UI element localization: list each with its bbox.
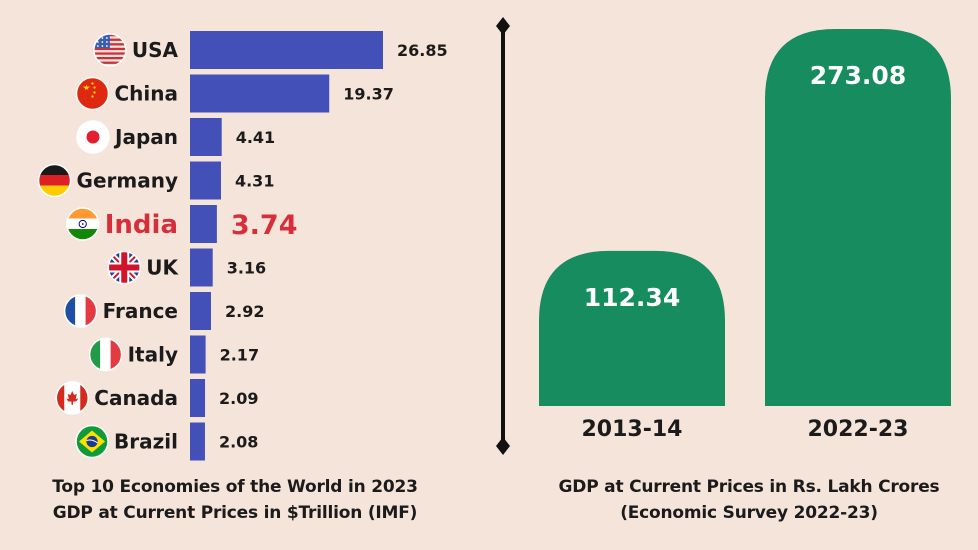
bar-italy [190,335,206,374]
bar-usa [190,31,383,69]
value-label-france: 2.92 [225,302,264,321]
bar-france [190,292,211,330]
germany-flag-icon [37,163,72,198]
china-flag-icon [75,76,110,111]
value-label-india: 3.74 [231,210,298,241]
left-chart-caption: Top 10 Economies of the World in 2023 GD… [0,474,470,526]
bar-2022-23 [765,29,951,406]
right-bar-chart: 112.34 2013-14 273.08 2022-23 [539,29,951,442]
category-label-2022-23: 2022-23 [808,417,909,442]
left-caption-line-1: Top 10 Economies of the World in 2023 [52,477,418,497]
value-label-japan: 4.41 [236,128,275,147]
category-label-italy: Italy [128,343,178,367]
japan-flag-icon [76,120,110,154]
category-label-2013-14: 2013-14 [582,417,683,442]
india-flag-icon [65,207,100,241]
category-label-india: India [105,210,178,240]
right-caption-line-1: GDP at Current Prices in Rs. Lakh Crores [558,477,940,497]
brazil-flag-icon [75,424,109,459]
bar-china [190,74,330,113]
value-label-china: 19.37 [343,85,394,104]
bar-brazil [190,422,205,461]
right-chart-caption: GDP at Current Prices in Rs. Lakh Crores… [520,474,978,526]
value-label-usa: 26.85 [397,41,448,60]
canada-flag-icon [55,381,90,415]
category-label-canada: Canada [94,386,178,410]
usa-flag-icon [93,33,127,67]
category-label-france: France [103,299,178,323]
right-caption-line-2: (Economic Survey 2022-23) [620,503,878,523]
value-label-italy: 2.17 [220,346,259,365]
value-label-uk: 3.16 [227,259,266,278]
bar-canada [190,379,206,417]
value-label-brazil: 2.08 [219,433,258,452]
bar-india [190,205,217,243]
value-label-canada: 2.09 [219,389,258,408]
left-bar-chart: 26.85 USA 19.37 China 4.41 Japan 4.31 Germany 3.… [37,31,448,461]
bar-uk [190,248,213,287]
category-label-uk: UK [146,256,179,280]
category-label-usa: USA [132,38,179,62]
category-label-china: China [114,82,178,106]
category-label-japan: Japan [113,125,178,149]
left-caption-line-2: GDP at Current Prices in $Trillion (IMF) [52,503,418,523]
france-flag-icon [63,294,98,328]
uk-flag-icon [107,250,141,285]
bar-germany [190,161,221,200]
category-label-brazil: Brazil [114,430,178,454]
value-label-2022-23: 273.08 [810,61,906,90]
divider [496,17,510,455]
bar-2013-14 [539,250,725,406]
value-label-germany: 4.31 [235,172,274,191]
italy-flag-icon [88,337,123,372]
value-label-2013-14: 112.34 [584,283,680,312]
bar-japan [190,118,222,156]
category-label-germany: Germany [77,169,178,193]
